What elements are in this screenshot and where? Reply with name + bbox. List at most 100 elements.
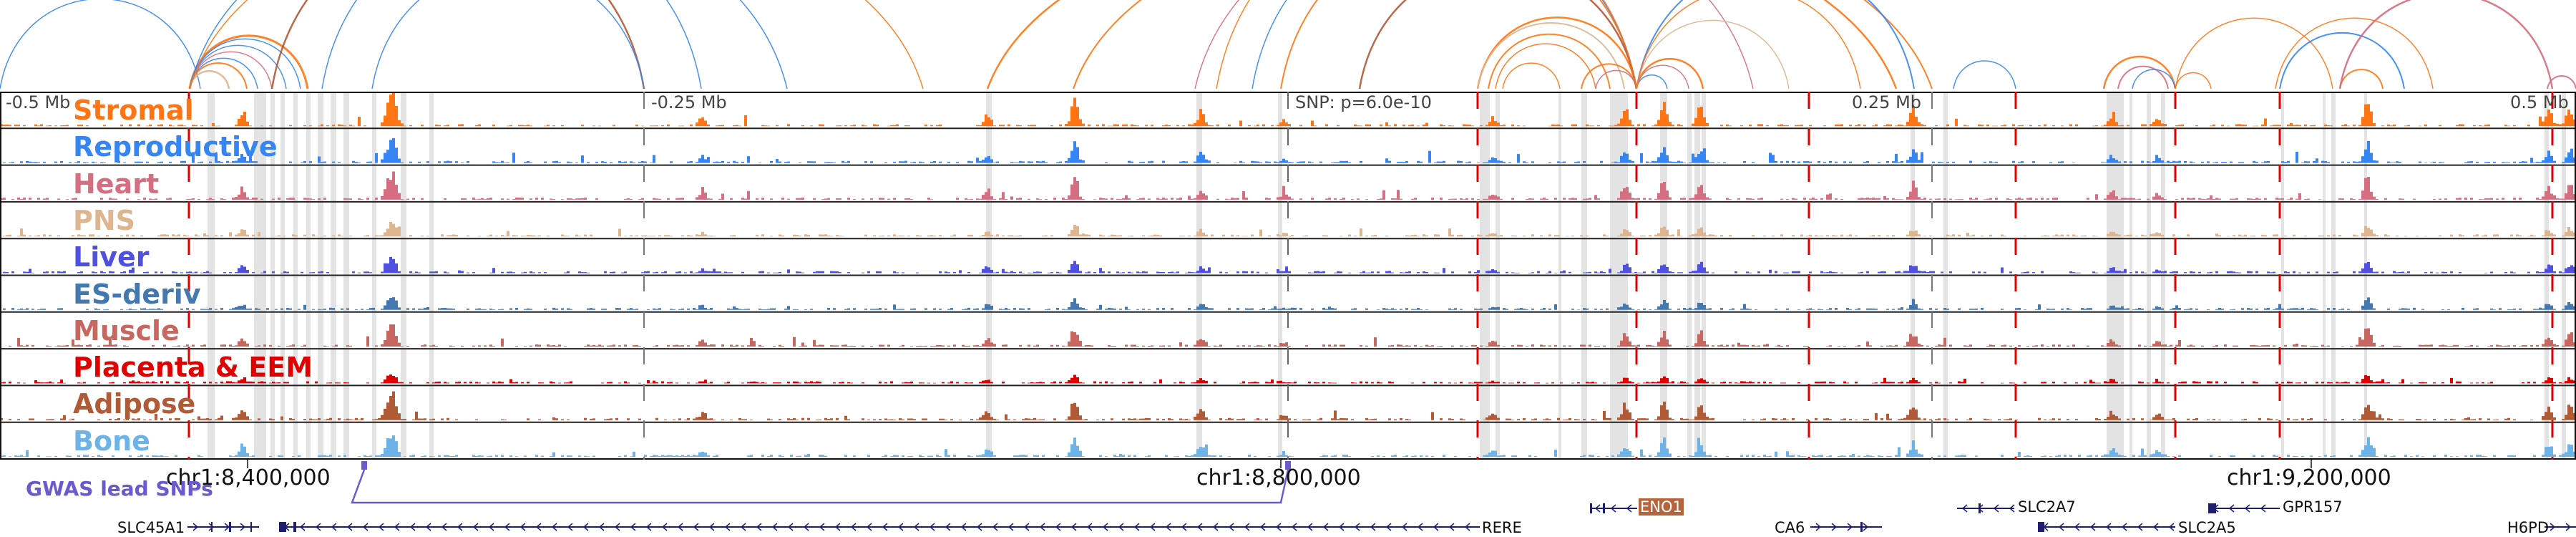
signal-tracks — [0, 92, 2576, 460]
strand-arrow — [2121, 523, 2127, 531]
ruler-label-snp: SNP: p=6.0e-10 — [1295, 92, 1432, 112]
strand-arrow — [535, 523, 542, 531]
track-label: Stromal — [73, 95, 194, 126]
signal-bars — [0, 435, 2576, 457]
strand-arrow — [2244, 504, 2250, 513]
exon — [1603, 503, 1605, 513]
strand-arrow — [1307, 523, 1313, 531]
strand-arrow — [1448, 523, 1455, 531]
strand-arrow — [2550, 523, 2556, 531]
track-label: ES-deriv — [73, 278, 201, 310]
strand-arrow — [567, 523, 573, 531]
strand-arrow — [1275, 523, 1282, 531]
strand-arrow — [1610, 504, 1616, 513]
signal-bars — [3, 137, 2576, 163]
strand-arrow — [819, 523, 825, 531]
strand-arrow — [1354, 523, 1360, 531]
exon — [2208, 503, 2216, 513]
strand-arrow — [1165, 523, 1171, 531]
loop-arc — [1953, 60, 2016, 90]
strand-arrow — [787, 523, 794, 531]
strand-arrow — [315, 523, 321, 531]
loop-arc — [1636, 64, 1689, 90]
loop-arc — [1635, 58, 1704, 90]
track-liver — [3, 256, 2576, 274]
strand-arrow — [1196, 523, 1203, 531]
strand-arrow — [2168, 523, 2175, 531]
loop-arc — [1495, 43, 1596, 90]
strand-arrow — [2137, 523, 2143, 531]
exon — [229, 522, 231, 532]
track-label: Liver — [73, 241, 150, 274]
strand-arrow — [1008, 523, 1014, 531]
coordinate-label-2: chr1:8,800,000 — [1196, 465, 1361, 490]
coordinate-label-1: chr1:8,400,000 — [166, 465, 331, 490]
strand-arrow — [2152, 523, 2159, 531]
gene-label-ca6[interactable]: CA6 — [1775, 519, 1805, 536]
strand-arrow — [850, 523, 857, 531]
strand-arrow — [2565, 523, 2572, 531]
gene-label-slc45a1[interactable]: SLC45A1 — [117, 519, 185, 536]
strand-arrow — [551, 523, 557, 531]
gene-label-slc2a5[interactable]: SLC2A5 — [2178, 519, 2236, 536]
loop-arc — [2132, 69, 2176, 90]
strand-arrow — [1401, 523, 1407, 531]
gene-label-eno1[interactable]: ENO1 — [1639, 498, 1684, 516]
ruler-label-left-mid: -0.25 Mb — [651, 92, 727, 112]
strand-arrow — [740, 523, 746, 531]
strand-arrow — [425, 523, 431, 531]
strand-arrow — [661, 523, 668, 531]
loop-arc — [1477, 22, 1625, 90]
strand-arrow — [394, 523, 400, 531]
strand-arrow — [834, 523, 841, 531]
strand-arrow — [992, 523, 998, 531]
signal-bars — [3, 297, 2576, 310]
ruler-label-left: -0.5 Mb — [6, 92, 71, 112]
track-bone — [0, 435, 2576, 457]
gene-rere — [279, 522, 1480, 532]
gwas-track-label: GWAS lead SNPs — [26, 477, 213, 500]
strand-arrow — [1039, 523, 1045, 531]
strand-arrow — [208, 523, 215, 531]
strand-arrow — [1244, 523, 1250, 531]
strand-arrow — [1149, 523, 1156, 531]
strand-arrow — [614, 523, 620, 531]
strand-arrow — [299, 523, 306, 531]
strand-arrow — [488, 523, 494, 531]
ruler-label-right-mid: 0.25 Mb — [1852, 92, 1922, 112]
loop-arc — [1636, 19, 1790, 90]
strand-arrow — [346, 523, 353, 531]
strand-arrow — [1626, 504, 1632, 513]
strand-arrow — [630, 523, 636, 531]
strand-arrow — [1464, 523, 1470, 531]
strand-arrow — [192, 523, 199, 531]
track-label: Bone — [73, 425, 150, 457]
gene-label-slc2a7[interactable]: SLC2A7 — [2018, 498, 2076, 516]
gene-slc45a1 — [187, 522, 259, 532]
strand-arrow — [1118, 523, 1124, 531]
gene-label-gpr157[interactable]: GPR157 — [2283, 498, 2343, 516]
strand-arrow — [677, 523, 683, 531]
strand-arrow — [441, 523, 447, 531]
gene-label-h6pd[interactable]: H6PD — [2507, 519, 2549, 536]
annotation-area — [187, 458, 2576, 532]
strand-arrow — [582, 523, 589, 531]
track-pns — [3, 221, 2576, 237]
loop-arc — [2117, 65, 2169, 90]
strand-arrow — [945, 523, 951, 531]
loop-arc — [1252, 0, 1637, 90]
strand-arrow — [960, 523, 967, 531]
strand-arrow — [2089, 523, 2096, 531]
strand-arrow — [472, 523, 479, 531]
gene-label-rere[interactable]: RERE — [1482, 519, 1522, 536]
gene-eno1 — [1590, 503, 1637, 513]
loop-arc — [1502, 62, 1561, 90]
strand-arrow — [1291, 523, 1297, 531]
signal-bars — [3, 221, 2576, 237]
strand-arrow — [378, 523, 384, 531]
strand-arrow — [1433, 523, 1439, 531]
loop-arc — [189, 0, 924, 90]
loop-arc — [1636, 0, 1915, 90]
exon — [211, 522, 213, 532]
loop-arc — [2339, 69, 2384, 90]
